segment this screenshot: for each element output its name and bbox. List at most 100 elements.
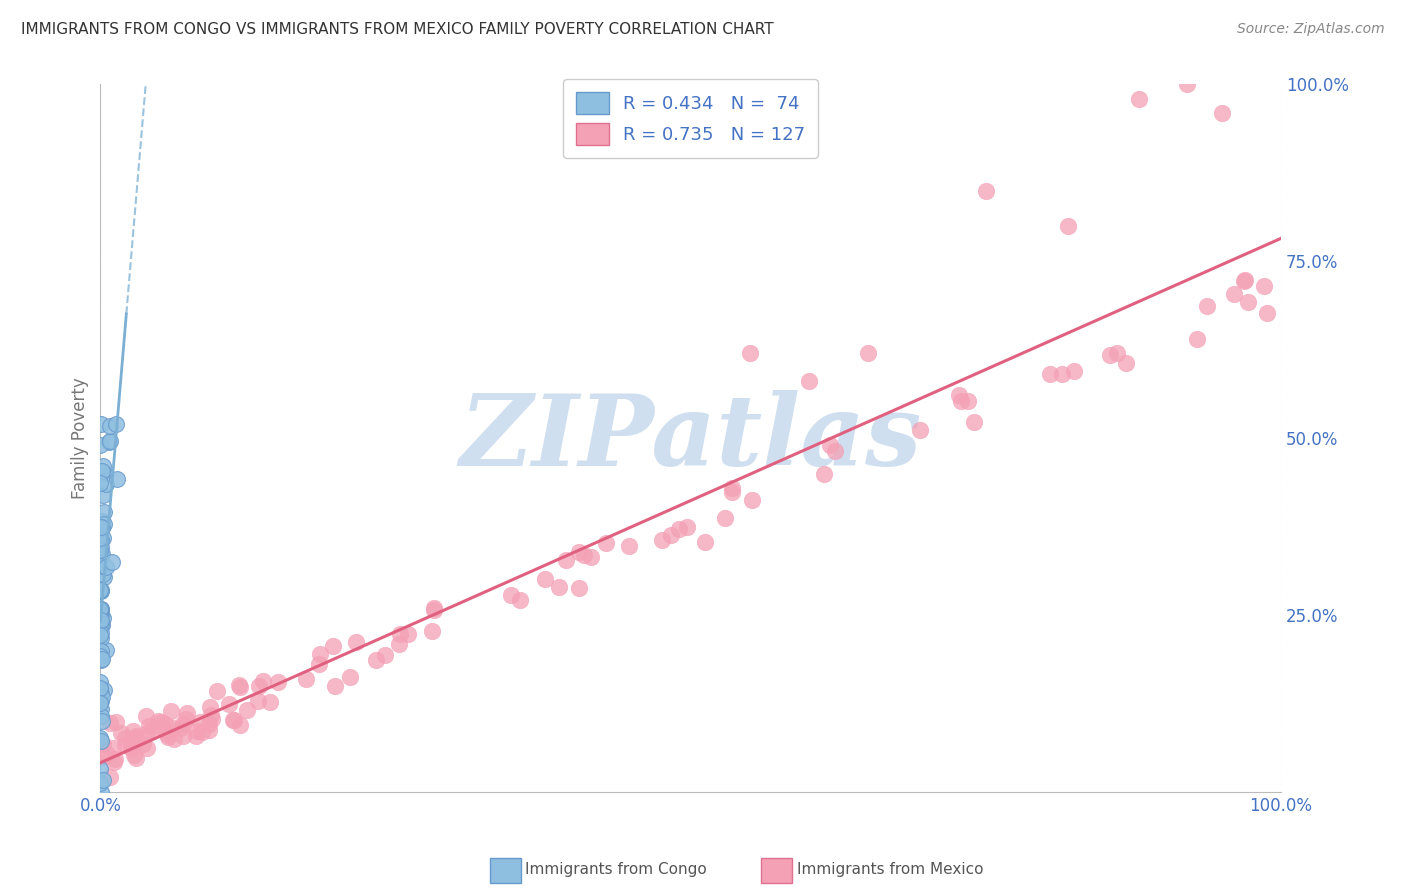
Point xyxy=(1115,356,1137,370)
Text: Source: ZipAtlas.com: Source: ZipAtlas.com xyxy=(1237,22,1385,37)
Point xyxy=(396,627,419,641)
Point xyxy=(90,548,112,562)
Point xyxy=(96,477,118,491)
Point xyxy=(1050,367,1073,381)
Point xyxy=(89,763,111,777)
Point xyxy=(1057,219,1080,233)
Point xyxy=(388,637,411,651)
Point xyxy=(89,674,111,689)
Point xyxy=(90,690,112,704)
Point xyxy=(153,717,176,731)
Point xyxy=(252,674,274,689)
Point xyxy=(90,685,112,699)
Point xyxy=(138,719,160,733)
Point xyxy=(813,467,835,481)
Point xyxy=(89,559,111,574)
Point xyxy=(90,653,112,667)
Text: Immigrants from Mexico: Immigrants from Mexico xyxy=(797,863,983,877)
Point xyxy=(91,488,114,502)
Point xyxy=(1256,306,1278,320)
Point xyxy=(738,346,761,360)
Point xyxy=(98,716,121,731)
Point xyxy=(184,729,207,743)
Point xyxy=(91,773,114,788)
Point xyxy=(957,393,980,408)
Point xyxy=(89,731,111,746)
Point xyxy=(90,516,112,530)
Point xyxy=(721,485,744,500)
Point xyxy=(90,602,112,616)
Point xyxy=(1039,367,1062,381)
Point xyxy=(1128,92,1150,106)
Point xyxy=(105,472,128,486)
Point xyxy=(114,731,136,746)
Point xyxy=(135,709,157,723)
Point xyxy=(579,549,602,564)
Point xyxy=(422,601,444,615)
Point xyxy=(201,713,224,727)
Point xyxy=(89,531,111,545)
Point xyxy=(89,583,111,598)
Point xyxy=(162,732,184,747)
Point xyxy=(89,628,111,642)
Point xyxy=(534,572,557,586)
Point xyxy=(125,729,148,743)
Point xyxy=(509,592,531,607)
Point xyxy=(90,626,112,640)
Point xyxy=(110,725,132,739)
Point xyxy=(136,725,159,739)
Point xyxy=(93,682,115,697)
Point xyxy=(105,715,128,730)
Point xyxy=(101,740,124,755)
Point xyxy=(94,643,117,657)
Point xyxy=(818,438,841,452)
Legend: R = 0.434   N =  74, R = 0.735   N = 127: R = 0.434 N = 74, R = 0.735 N = 127 xyxy=(564,79,818,158)
Point xyxy=(132,737,155,751)
Point xyxy=(100,434,122,448)
Point xyxy=(89,608,111,623)
Point xyxy=(93,467,115,481)
Point xyxy=(200,708,222,723)
Point xyxy=(198,716,221,731)
Point xyxy=(824,444,846,458)
Point xyxy=(1197,299,1219,313)
Point xyxy=(499,588,522,602)
Point xyxy=(1063,364,1085,378)
Point xyxy=(104,417,127,431)
Point xyxy=(346,635,368,649)
Point xyxy=(89,541,111,556)
Point xyxy=(229,718,252,732)
Text: ZIPatlas: ZIPatlas xyxy=(460,390,922,486)
Point xyxy=(125,751,148,765)
Point xyxy=(90,584,112,599)
Point xyxy=(89,543,111,558)
Point xyxy=(89,615,111,629)
Point xyxy=(676,520,699,534)
Point xyxy=(228,678,250,692)
Point xyxy=(218,697,240,711)
Point xyxy=(856,346,879,360)
Point xyxy=(162,721,184,735)
Point xyxy=(89,476,111,491)
Point xyxy=(121,723,143,738)
Point xyxy=(721,481,744,495)
Point xyxy=(962,415,984,429)
Point xyxy=(659,528,682,542)
Point xyxy=(91,611,114,625)
Point xyxy=(90,734,112,748)
Point xyxy=(89,604,111,618)
Point xyxy=(547,580,569,594)
Point xyxy=(246,694,269,708)
Point xyxy=(554,553,576,567)
Point xyxy=(89,681,111,695)
Point xyxy=(90,520,112,534)
Point xyxy=(595,536,617,550)
Point xyxy=(156,728,179,742)
Point xyxy=(89,438,111,452)
Point xyxy=(103,756,125,770)
Point xyxy=(91,547,114,561)
Point xyxy=(157,731,180,745)
Point xyxy=(236,703,259,717)
Point xyxy=(741,493,763,508)
Point xyxy=(908,424,931,438)
